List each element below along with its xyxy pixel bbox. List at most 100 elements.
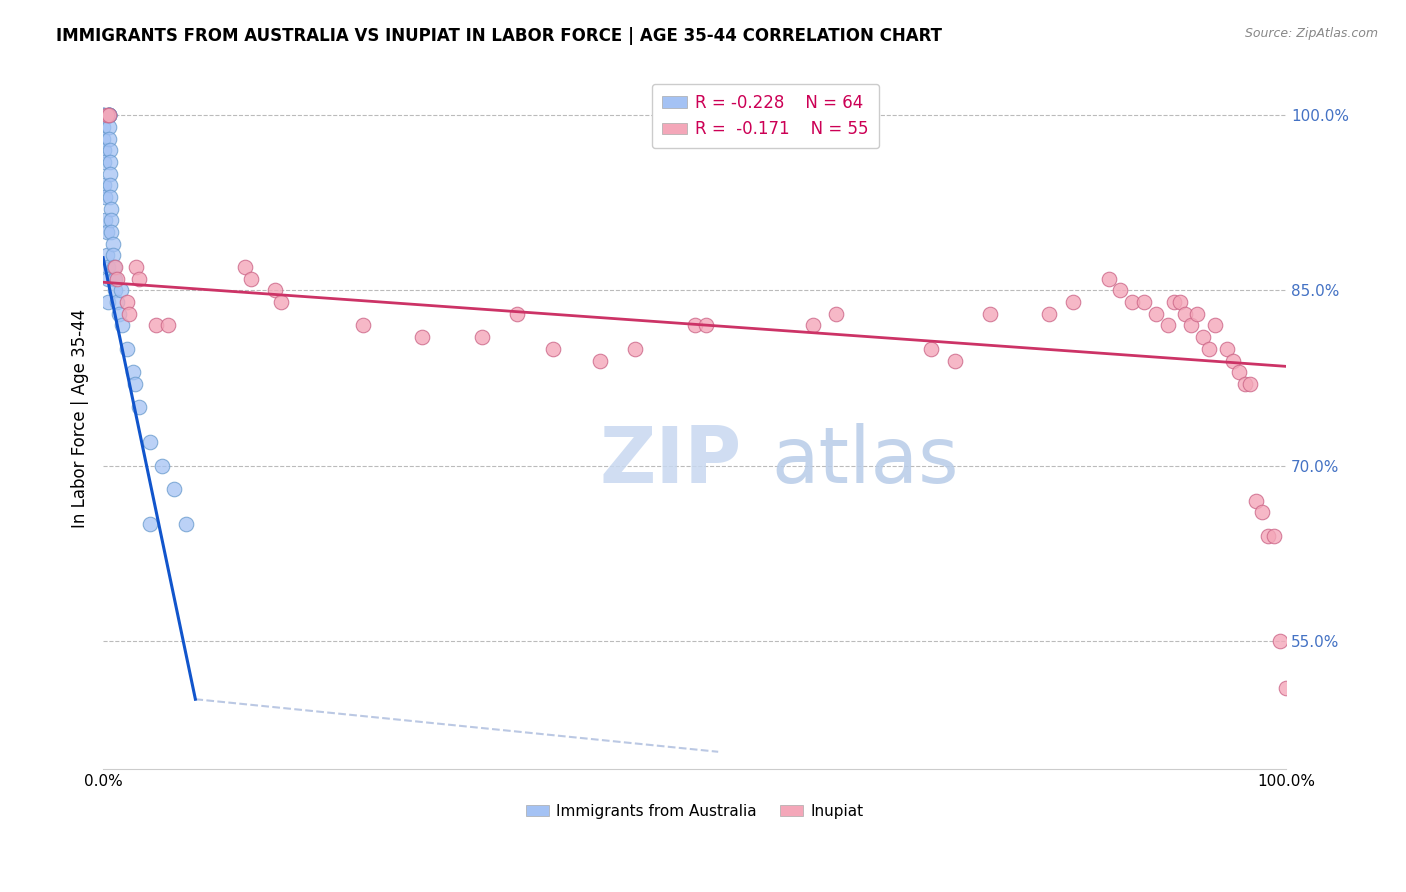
Point <box>174 516 197 531</box>
Point <box>100 202 122 216</box>
Point <box>1246 493 1268 508</box>
Point <box>98 108 121 122</box>
Point <box>943 353 966 368</box>
Point <box>1187 307 1209 321</box>
Point <box>98 155 121 169</box>
Point <box>101 236 124 251</box>
Point <box>270 295 292 310</box>
Point <box>98 108 121 122</box>
Point <box>128 401 150 415</box>
Point <box>163 482 186 496</box>
Point <box>105 272 128 286</box>
Point <box>1257 529 1279 543</box>
Point <box>233 260 256 274</box>
Point <box>91 131 114 145</box>
Point <box>1062 295 1084 310</box>
Point <box>263 284 285 298</box>
Point <box>1239 376 1261 391</box>
Point <box>101 248 124 262</box>
Point <box>97 260 120 274</box>
Text: Source: ZipAtlas.com: Source: ZipAtlas.com <box>1244 27 1378 40</box>
Point <box>91 108 114 122</box>
Point <box>98 120 121 134</box>
Point <box>1227 365 1250 379</box>
Legend: Immigrants from Australia, Inupiat: Immigrants from Australia, Inupiat <box>520 797 869 825</box>
Point <box>104 272 127 286</box>
Point <box>115 342 138 356</box>
Point <box>98 108 121 122</box>
Point <box>1163 295 1185 310</box>
Point <box>1192 330 1215 344</box>
Point <box>98 108 121 122</box>
Point <box>352 318 374 333</box>
Point <box>1109 284 1132 298</box>
Point <box>1174 307 1197 321</box>
Point <box>139 435 162 450</box>
Point <box>1180 318 1202 333</box>
Point <box>411 330 433 344</box>
Point <box>157 318 180 333</box>
Point <box>98 190 121 204</box>
Point <box>1204 318 1226 333</box>
Point <box>1251 505 1274 519</box>
Point <box>1038 307 1060 321</box>
Point <box>104 260 127 274</box>
Point <box>1275 681 1298 695</box>
Point <box>240 272 263 286</box>
Point <box>98 143 121 157</box>
Point <box>920 342 942 356</box>
Point <box>93 155 115 169</box>
Point <box>1144 307 1167 321</box>
Point <box>471 330 494 344</box>
Point <box>1121 295 1143 310</box>
Point <box>695 318 717 333</box>
Point <box>100 225 122 239</box>
Y-axis label: In Labor Force | Age 35-44: In Labor Force | Age 35-44 <box>72 310 89 528</box>
Point <box>506 307 529 321</box>
Point <box>121 365 143 379</box>
Point <box>124 376 146 391</box>
Point <box>624 342 647 356</box>
Point <box>1222 353 1244 368</box>
Point <box>91 120 114 134</box>
Point <box>128 272 150 286</box>
Point <box>1133 295 1156 310</box>
Point <box>589 353 612 368</box>
Point <box>96 248 118 262</box>
Point <box>98 108 121 122</box>
Point <box>105 295 128 310</box>
Point <box>100 213 122 227</box>
Point <box>94 190 117 204</box>
Point <box>115 295 138 310</box>
Point <box>94 213 117 227</box>
Point <box>979 307 1001 321</box>
Point <box>1216 342 1239 356</box>
Point <box>103 272 125 286</box>
Point <box>1268 633 1291 648</box>
Point <box>97 295 120 310</box>
Point <box>1198 342 1220 356</box>
Point <box>111 318 134 333</box>
Point <box>93 178 115 193</box>
Point <box>145 318 167 333</box>
Point <box>107 307 129 321</box>
Point <box>1097 272 1119 286</box>
Point <box>93 143 115 157</box>
Point <box>98 108 121 122</box>
Point <box>103 260 125 274</box>
Point <box>683 318 706 333</box>
Point <box>96 108 118 122</box>
Point <box>1168 295 1191 310</box>
Point <box>104 284 127 298</box>
Text: IMMIGRANTS FROM AUSTRALIA VS INUPIAT IN LABOR FORCE | AGE 35-44 CORRELATION CHAR: IMMIGRANTS FROM AUSTRALIA VS INUPIAT IN … <box>56 27 942 45</box>
Text: ZIP: ZIP <box>600 423 742 499</box>
Text: atlas: atlas <box>772 423 959 499</box>
Point <box>98 167 121 181</box>
Point <box>1156 318 1178 333</box>
Point <box>541 342 564 356</box>
Point <box>97 272 120 286</box>
Point <box>96 225 118 239</box>
Point <box>98 178 121 193</box>
Point <box>98 131 121 145</box>
Point <box>125 260 148 274</box>
